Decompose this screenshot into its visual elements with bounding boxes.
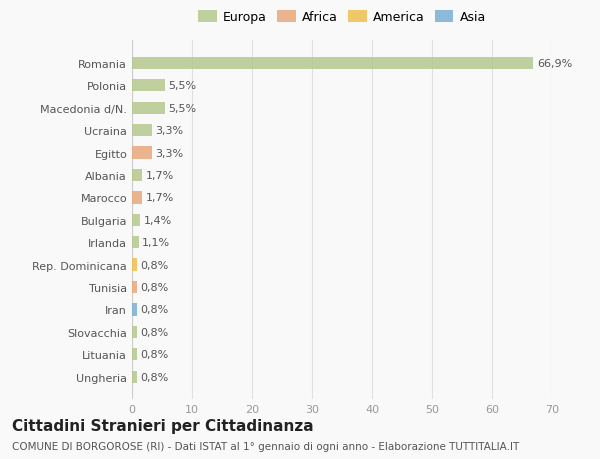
Text: 3,3%: 3,3%: [155, 126, 184, 136]
Text: 5,5%: 5,5%: [169, 103, 197, 113]
Text: 0,8%: 0,8%: [140, 305, 169, 315]
Bar: [132, 125, 152, 137]
Text: 0,8%: 0,8%: [140, 260, 169, 270]
Bar: [132, 326, 137, 338]
Bar: [132, 371, 137, 383]
Bar: [132, 281, 137, 294]
Text: 3,3%: 3,3%: [155, 148, 184, 158]
Bar: [132, 304, 137, 316]
Bar: [132, 169, 142, 182]
Text: 1,7%: 1,7%: [146, 171, 174, 180]
Text: 1,7%: 1,7%: [146, 193, 174, 203]
Text: 0,8%: 0,8%: [140, 372, 169, 382]
Bar: [132, 80, 165, 92]
Bar: [132, 192, 142, 204]
Text: 5,5%: 5,5%: [169, 81, 197, 91]
Bar: [132, 214, 140, 226]
Text: 0,8%: 0,8%: [140, 282, 169, 292]
Text: 1,4%: 1,4%: [144, 215, 172, 225]
Text: 1,1%: 1,1%: [142, 238, 170, 248]
Text: COMUNE DI BORGOROSE (RI) - Dati ISTAT al 1° gennaio di ogni anno - Elaborazione : COMUNE DI BORGOROSE (RI) - Dati ISTAT al…: [12, 441, 519, 451]
Bar: [132, 147, 152, 159]
Bar: [132, 236, 139, 249]
Legend: Europa, Africa, America, Asia: Europa, Africa, America, Asia: [194, 7, 490, 28]
Text: Cittadini Stranieri per Cittadinanza: Cittadini Stranieri per Cittadinanza: [12, 418, 314, 433]
Bar: [132, 102, 165, 115]
Text: 66,9%: 66,9%: [537, 59, 572, 69]
Bar: [132, 57, 533, 70]
Bar: [132, 259, 137, 271]
Bar: [132, 348, 137, 361]
Text: 0,8%: 0,8%: [140, 350, 169, 359]
Text: 0,8%: 0,8%: [140, 327, 169, 337]
